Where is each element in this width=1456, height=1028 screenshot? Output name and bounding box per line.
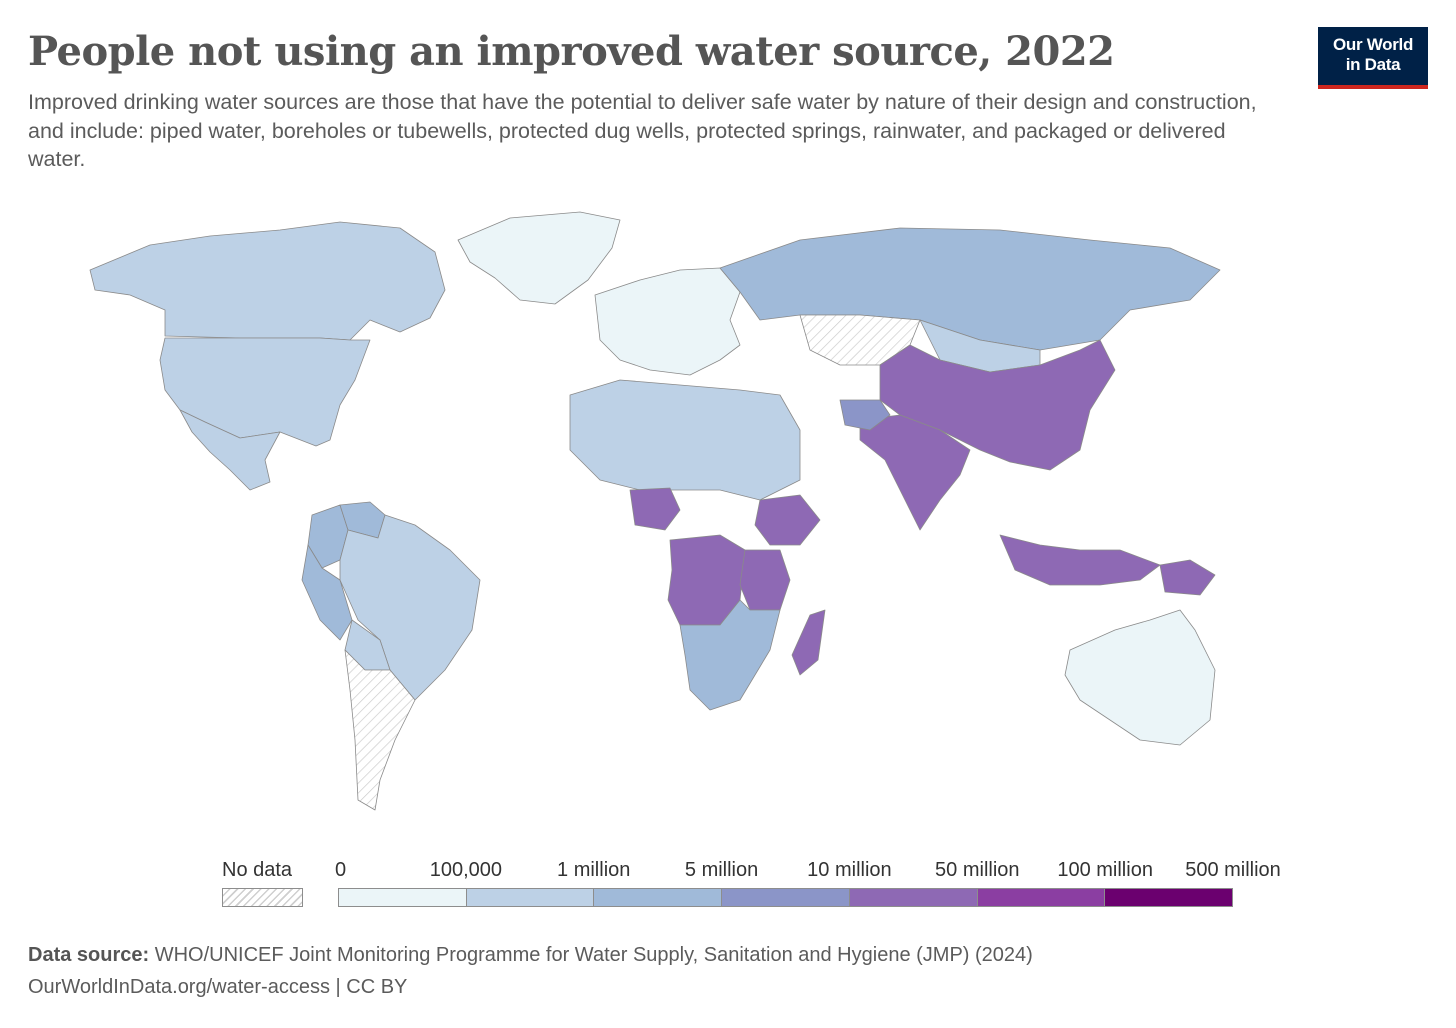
footer-source: Data source: WHO/UNICEF Joint Monitoring… [28,942,1033,968]
legend-tick-label: 500 million [1185,859,1281,881]
legend-tick-label: 100 million [1057,859,1153,881]
region-greenland[interactable] [457,211,621,305]
legend-bin-3[interactable] [721,888,849,907]
region-canada[interactable] [89,221,446,341]
owid-logo[interactable]: Our World in Data [1318,27,1428,89]
region-peru[interactable] [301,544,353,641]
region-papua-new-guinea[interactable] [1159,559,1216,596]
legend-tick-label: 5 million [684,859,759,881]
footer-url-license[interactable]: OurWorldInData.org/water-access | CC BY [28,976,408,998]
region-north-africa[interactable] [569,379,801,501]
legend-tick-label: 100,000 [429,859,502,881]
chart-subtitle: Improved drinking water sources are thos… [28,90,1257,171]
region-brazil[interactable] [339,514,481,701]
source-text: WHO/UNICEF Joint Monitoring Programme fo… [149,944,1033,966]
legend-tick-label: 50 million [935,859,1020,881]
legend-no-data-label: No data [222,859,293,881]
region-western-europe[interactable] [594,267,741,376]
region-india[interactable] [859,414,971,531]
region-united-states[interactable] [159,337,371,447]
region-madagascar[interactable] [791,609,826,676]
legend-bin-1[interactable] [465,888,594,907]
legend-tick-label: 0 [335,859,347,881]
region-indonesia[interactable] [999,534,1161,586]
region-ethiopia[interactable] [754,494,821,546]
legend-bin-4[interactable] [848,888,977,907]
legend-tick-label: 1 million [557,859,631,881]
legend-bin-6[interactable] [1104,888,1234,907]
region-mexico[interactable] [179,409,281,491]
world-map [89,211,1221,811]
logo-line-2: in Data [1345,55,1401,74]
region-southern-africa[interactable] [679,599,781,711]
logo-line-1: Our World [1332,35,1414,54]
legend-no-data-swatch[interactable] [222,888,303,907]
chart-title: People not using an improved water sourc… [28,28,1115,75]
region-afghanistan[interactable] [839,399,891,431]
region-nigeria[interactable] [629,487,681,531]
legend-bin-5[interactable] [976,888,1105,907]
source-label: Data source: [28,944,150,966]
legend-tick-label: 10 million [807,859,892,881]
map-regions [89,211,1221,811]
region-argentina[interactable] [344,649,416,811]
region-australia[interactable] [1064,609,1216,746]
legend-color-bar [338,888,1234,907]
legend-bin-0[interactable] [338,888,466,907]
region-russia[interactable] [719,227,1221,351]
region-tanzania[interactable] [739,549,791,611]
legend-bin-2[interactable] [593,888,722,907]
